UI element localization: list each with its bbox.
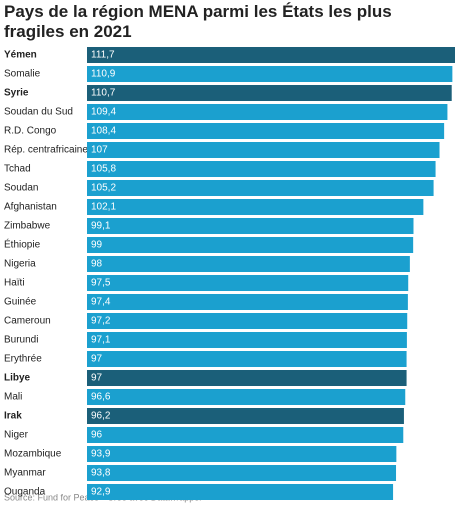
value-label: 99,1 [91,221,111,232]
bar [87,161,436,177]
bar [87,47,455,63]
bar [87,275,409,291]
bar [87,389,406,405]
category-label: Éthiopie [4,238,41,251]
category-label: R.D. Congo [4,126,57,137]
value-label: 108,4 [91,126,116,137]
value-label: 111,7 [91,50,115,61]
value-label: 97,1 [91,335,111,346]
category-label: Libye [4,373,31,384]
chart-title: Pays de la région MENA parmi les États l… [4,2,392,41]
category-label: Erythrée [4,354,42,365]
category-label: Cameroun [4,316,51,327]
category-label: Burundi [4,335,38,346]
bar [87,332,407,348]
value-label: 96,2 [91,411,111,422]
value-label: 97,2 [91,316,111,327]
value-label: 97 [91,354,103,365]
bar [87,199,424,215]
value-label: 96,6 [91,392,111,403]
bar [87,104,448,120]
category-label: Irak [4,411,22,422]
value-label: 110,7 [91,88,116,99]
category-label: Soudan du Sud [4,107,73,118]
category-label: Rép. centrafricaine [4,145,88,156]
category-label: Haïti [4,278,25,289]
bar [87,313,408,329]
title-box: Pays de la région MENA parmi les États l… [4,2,392,41]
bar [87,465,397,481]
bar [87,446,397,462]
category-label: Zimbabwe [4,221,51,232]
category-label: Syrie [4,88,29,99]
bar [87,237,414,253]
value-label: 97,4 [91,297,111,308]
bar [87,427,404,443]
value-label: 92,9 [91,487,111,498]
category-label: Niger [4,430,29,441]
bar [87,294,408,310]
bar [87,123,445,139]
bar [87,218,414,234]
bar [87,408,404,424]
category-label: Nigeria [4,259,36,270]
value-label: 102,1 [91,202,116,213]
bar [87,370,407,386]
bar [87,66,453,82]
bar [87,142,440,158]
value-label: 105,2 [91,183,116,194]
value-label: 93,9 [91,449,111,460]
category-label: Afghanistan [4,202,57,213]
bar [87,351,407,367]
bar [87,484,394,500]
value-label: 107 [91,145,108,156]
category-label: Mali [4,392,22,403]
value-label: 96 [91,430,103,441]
value-label: 93,8 [91,468,111,479]
category-label: Tchad [4,164,31,175]
value-label: 97 [91,373,103,384]
value-label: 98 [91,259,103,270]
value-label: 110,9 [91,69,116,80]
value-label: 99 [91,240,103,251]
category-label: Mozambique [4,449,62,460]
category-label: Yémen [4,50,37,61]
bar [87,85,452,101]
bar [87,256,410,272]
category-label: Soudan [4,183,38,194]
value-label: 97,5 [91,278,111,289]
value-label: 109,4 [91,107,116,118]
category-label: Guinée [4,297,37,308]
category-label: Ouganda [4,487,46,498]
bar [87,180,434,196]
category-label: Somalie [4,69,41,80]
value-label: 105,8 [91,164,116,175]
category-label: Myanmar [4,468,46,479]
